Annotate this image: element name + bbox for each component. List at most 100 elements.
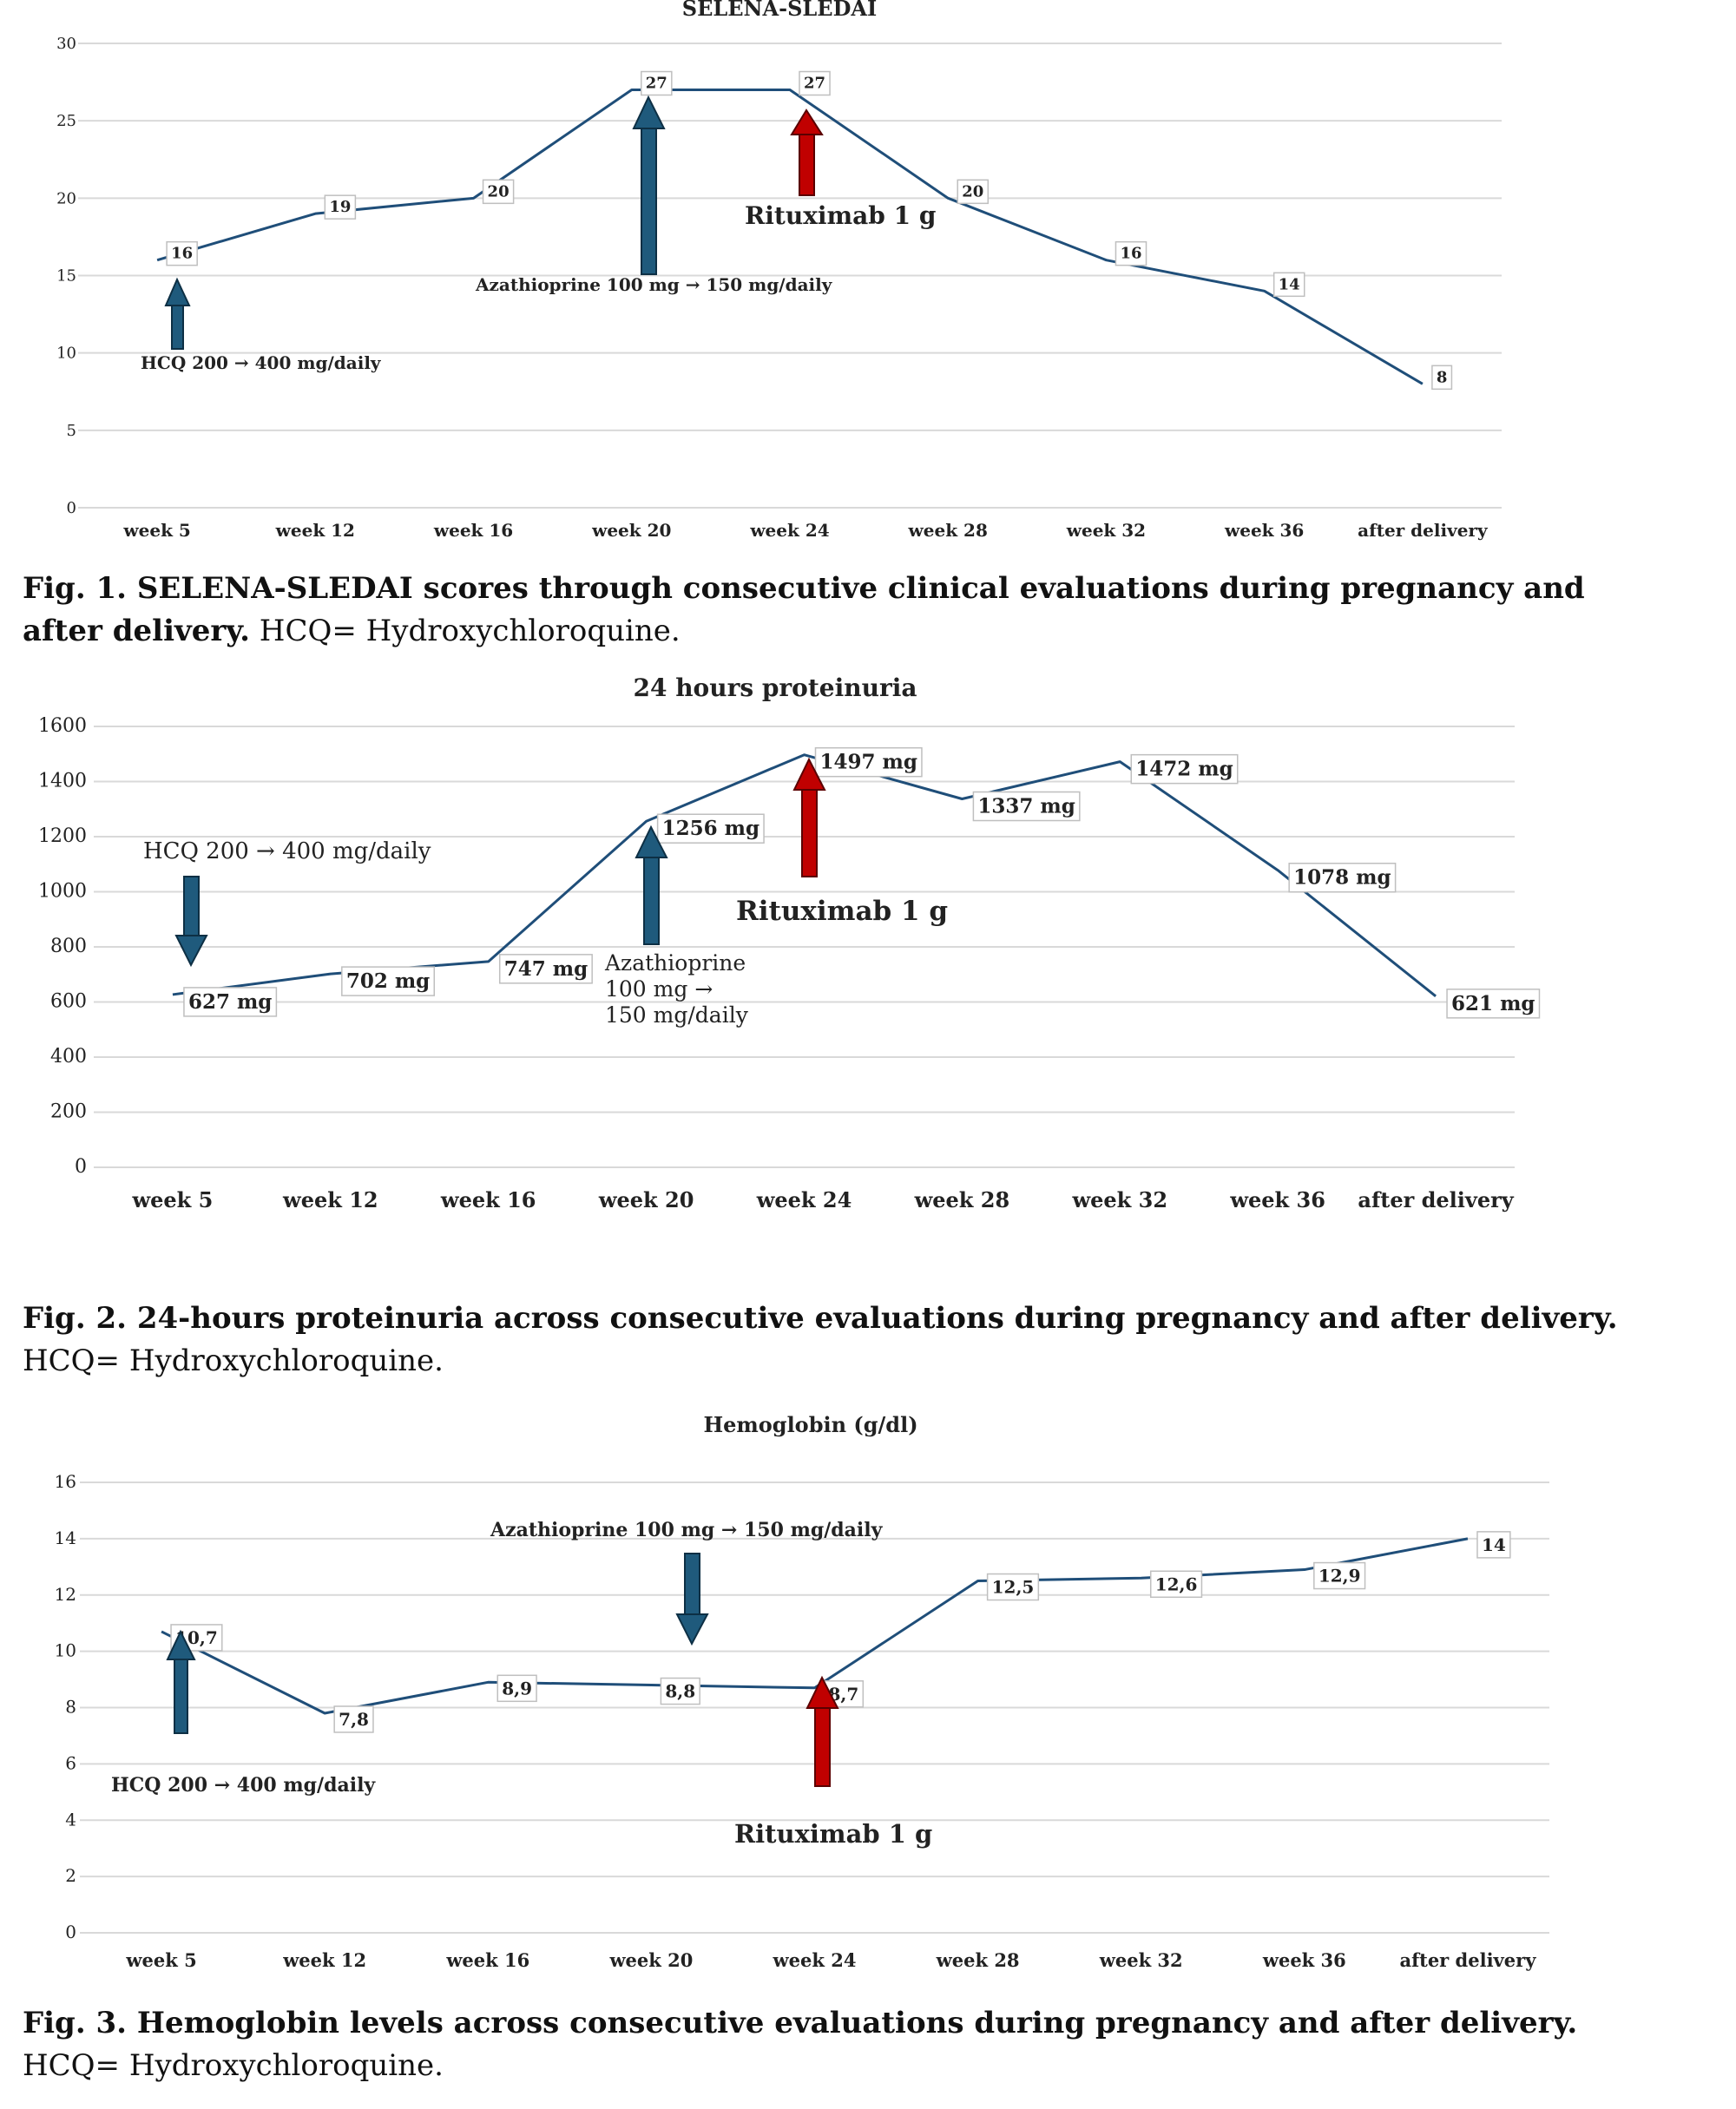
y-tick-label: 12 xyxy=(55,1584,76,1605)
data-label-box xyxy=(1446,989,1541,1019)
data-label-box xyxy=(166,240,198,266)
data-label: 621 mg xyxy=(1446,989,1541,1019)
data-label-text: 747 mg xyxy=(504,957,588,981)
azathioprine-annotation: Azathioprine 100 mg → 150 mg/daily xyxy=(604,950,753,1028)
data-label-text: 627 mg xyxy=(188,990,272,1014)
x-tick-label: week 24 xyxy=(773,1949,857,1971)
data-label-box xyxy=(1288,862,1397,893)
rituximab-arrow-shaft xyxy=(814,1707,831,1787)
azathioprine-arrow-shaft xyxy=(641,128,657,275)
x-tick-label: week 36 xyxy=(1229,1187,1325,1212)
annotation-rituximab: Rituximab 1 g xyxy=(736,757,948,927)
y-tick-label: 0 xyxy=(75,1156,87,1178)
data-label-box xyxy=(498,954,593,984)
y-tick-label: 25 xyxy=(56,112,76,130)
data-label: 1497 mg xyxy=(814,746,923,778)
hcq-annotation: HCQ 200 → 400 mg/daily xyxy=(143,838,431,864)
data-label: 12,6 xyxy=(1149,1570,1203,1599)
data-label-box xyxy=(656,813,765,844)
data-label: 1472 mg xyxy=(1130,753,1239,785)
x-tick-label: week 12 xyxy=(275,520,355,541)
data-label-text: 14 xyxy=(1279,275,1300,293)
annotation-azathioprine: Azathioprine 100 mg → 150 mg/daily xyxy=(475,95,833,295)
data-label-box xyxy=(1149,1570,1203,1599)
data-label-text: 12,6 xyxy=(1155,1574,1198,1594)
y-tick-label: 1000 xyxy=(38,881,87,903)
data-label-box xyxy=(1130,753,1239,785)
azathioprine-arrow-head xyxy=(632,95,666,129)
data-label-box xyxy=(660,1677,700,1705)
figure-caption-3: Fig. 3. Hemoglobin levels across consecu… xyxy=(23,2002,1672,2087)
x-tick-label: after delivery xyxy=(1358,520,1489,541)
x-tick-label: after delivery xyxy=(1399,1949,1536,1971)
data-label-text: 14 xyxy=(1482,1534,1506,1555)
y-tick-label: 1400 xyxy=(38,771,87,792)
data-label-box xyxy=(799,70,831,96)
data-label: 702 mg xyxy=(341,966,436,996)
data-label: 14 xyxy=(1476,1531,1511,1559)
azathioprine-arrow-shaft xyxy=(684,1553,700,1615)
data-label: 12,9 xyxy=(1313,1561,1366,1590)
y-tick-label: 6 xyxy=(65,1752,76,1773)
x-tick-label: week 5 xyxy=(125,1949,196,1971)
chart-title: 24 hours proteinuria xyxy=(633,673,917,702)
data-label-text: 27 xyxy=(646,75,667,93)
data-label-box xyxy=(972,791,1081,822)
data-label-box xyxy=(183,987,278,1017)
y-tick-label: 8 xyxy=(65,1697,76,1718)
caption-rest: HCQ= Hydroxychloroquine. xyxy=(23,1344,444,1378)
data-label-text: 20 xyxy=(962,182,983,200)
data-label-box xyxy=(1476,1531,1511,1559)
data-label: 747 mg xyxy=(498,954,593,984)
x-tick-label: week 5 xyxy=(122,520,190,541)
figure-caption-1: Fig. 1. SELENA-SLEDAI scores through con… xyxy=(23,568,1672,653)
sledai-chart: SELENA-SLEDAI 0 5 10 15 20 25 30 week 5 week 12 w… xyxy=(56,0,1502,541)
data-label-text: 8 xyxy=(1437,368,1448,386)
data-label-box xyxy=(333,1705,374,1733)
hcq-arrow-head xyxy=(174,935,208,968)
y-tick-label: 0 xyxy=(67,499,76,517)
data-label-box xyxy=(957,179,990,205)
data-label-text: 8,8 xyxy=(665,1681,695,1702)
series-line xyxy=(161,1537,1469,1715)
data-label-text: 12,5 xyxy=(992,1577,1035,1598)
azathioprine-arrow-head xyxy=(675,1613,709,1646)
data-label: 8,8 xyxy=(660,1677,700,1705)
x-tick-label: week 16 xyxy=(433,520,513,541)
caption-rest: HCQ= Hydroxychloroquine. xyxy=(23,2048,444,2083)
hemoglobin-chart: Hemoglobin (g/dl) 0 2 4 6 8 10 12 14 16 week 5 wee… xyxy=(55,1412,1549,1971)
data-label-box xyxy=(1272,272,1305,298)
x-tick-label: week 20 xyxy=(591,520,671,541)
data-label-text: 20 xyxy=(488,182,510,200)
y-tick-label: 30 xyxy=(56,35,76,53)
rituximab-arrow-shaft xyxy=(801,789,818,877)
data-label-box xyxy=(814,746,923,778)
x-tick-label: week 24 xyxy=(756,1187,852,1212)
y-tick-label: 800 xyxy=(50,936,87,957)
y-tick-label: 14 xyxy=(55,1528,76,1548)
azathioprine-arrow-shaft xyxy=(643,857,660,945)
azathioprine-annotation: Azathioprine 100 mg → 150 mg/daily xyxy=(490,1519,884,1541)
hcq-arrow-shaft xyxy=(171,305,184,350)
data-label-box xyxy=(341,966,436,996)
data-label: 16 xyxy=(1115,240,1147,266)
data-label: 8,9 xyxy=(496,1674,537,1703)
proteinuria-chart: 24 hours proteinuria 0 200 400 600 800 1000 12… xyxy=(38,673,1541,1212)
data-label-box xyxy=(496,1674,537,1703)
rituximab-arrow-head xyxy=(806,1675,839,1709)
azathioprine-arrow-head xyxy=(635,825,668,858)
hcq-annotation: HCQ 200 → 400 mg/daily xyxy=(141,352,382,373)
data-label: 16 xyxy=(166,240,198,266)
y-tick-label: 15 xyxy=(56,267,76,286)
x-tick-label: week 28 xyxy=(914,1187,1010,1212)
azathioprine-annotation-line2: 100 mg → xyxy=(605,976,713,1002)
data-label: 1256 mg xyxy=(656,813,765,844)
data-label-text: 702 mg xyxy=(346,969,430,993)
data-label: 20 xyxy=(957,179,990,205)
x-tick-label: week 32 xyxy=(1099,1949,1183,1971)
azathioprine-annotation: Azathioprine 100 mg → 150 mg/daily xyxy=(475,274,833,295)
y-tick-label: 10 xyxy=(56,345,76,363)
annotation-rituximab: Rituximab 1 g xyxy=(745,108,936,230)
hcq-arrow-head xyxy=(166,1629,196,1660)
annotation-azathioprine: Azathioprine 100 mg → 150 mg/daily xyxy=(604,825,753,1028)
